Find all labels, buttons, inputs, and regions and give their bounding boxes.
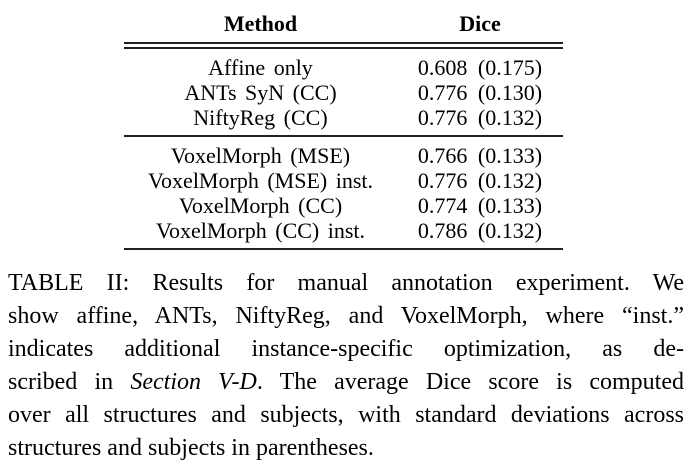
caption-line: scribed in Section V-D. The average Dice…: [8, 366, 684, 399]
caption-section-ref: Section V-D: [130, 369, 257, 395]
dice-cell: 0.776 (0.132): [417, 105, 543, 130]
table-row: VoxelMorph (MSE) inst. 0.776 (0.132): [124, 168, 563, 193]
header-row: Method Dice: [124, 12, 563, 49]
caption-text: over all structures and subjects, with s…: [8, 402, 684, 428]
table-row: VoxelMorph (CC) inst. 0.786 (0.132): [124, 218, 563, 249]
table-group: VoxelMorph (MSE) 0.766 (0.133) VoxelMorph …: [124, 136, 563, 249]
method-cell: ANTs SyN (CC): [184, 80, 337, 105]
caption-text: show affine, ANTs, NiftyReg, and VoxelMo…: [8, 303, 684, 329]
table-caption: TABLE II: Results for manual annotation …: [8, 267, 684, 465]
method-cell: VoxelMorph (CC) inst.: [155, 218, 366, 243]
table-row: ANTs SyN (CC) 0.776 (0.130): [124, 80, 563, 105]
table-row: Affine only 0.608 (0.175): [124, 46, 563, 81]
table-row: VoxelMorph (MSE) 0.766 (0.133): [124, 136, 563, 168]
method-cell: Affine only: [208, 55, 313, 80]
caption-text: TABLE II: Results for manual annotation …: [8, 270, 684, 296]
caption-line: indicates additional instance-specific o…: [8, 333, 684, 366]
table-row: NiftyReg (CC) 0.776 (0.132): [124, 105, 563, 136]
method-cell: VoxelMorph (MSE): [170, 143, 351, 168]
caption-text: structures and subjects in parentheses.: [8, 435, 374, 461]
column-header-method: Method: [124, 12, 397, 49]
results-table: Method Dice Affine only 0.608 (0.175) ANTs…: [124, 12, 563, 250]
method-cell: VoxelMorph (CC): [178, 193, 343, 218]
dice-cell: 0.774 (0.133): [417, 193, 543, 218]
caption-line: structures and subjects in parentheses.: [8, 432, 684, 465]
caption-text: indicates additional instance-specific o…: [8, 336, 684, 362]
method-cell: NiftyReg (CC): [193, 105, 328, 130]
dice-cell: 0.776 (0.130): [417, 80, 543, 105]
caption-text: scribed in: [8, 369, 131, 395]
caption-text: . The average Dice score is computed: [256, 369, 684, 395]
method-cell: VoxelMorph (MSE) inst.: [148, 168, 373, 193]
dice-cell: 0.608 (0.175): [417, 55, 543, 80]
column-header-dice: Dice: [397, 12, 563, 49]
dice-cell: 0.776 (0.132): [417, 168, 543, 193]
caption-line: show affine, ANTs, NiftyReg, and VoxelMo…: [8, 300, 684, 333]
dice-cell: 0.786 (0.132): [417, 218, 543, 243]
caption-line: over all structures and subjects, with s…: [8, 399, 684, 432]
dice-cell: 0.766 (0.133): [417, 143, 543, 168]
table-group: Affine only 0.608 (0.175) ANTs SyN (CC) 0.7…: [124, 46, 563, 136]
caption-line: TABLE II: Results for manual annotation …: [8, 267, 684, 300]
table-row: VoxelMorph (CC) 0.774 (0.133): [124, 193, 563, 218]
table-header: Method Dice: [124, 12, 563, 49]
